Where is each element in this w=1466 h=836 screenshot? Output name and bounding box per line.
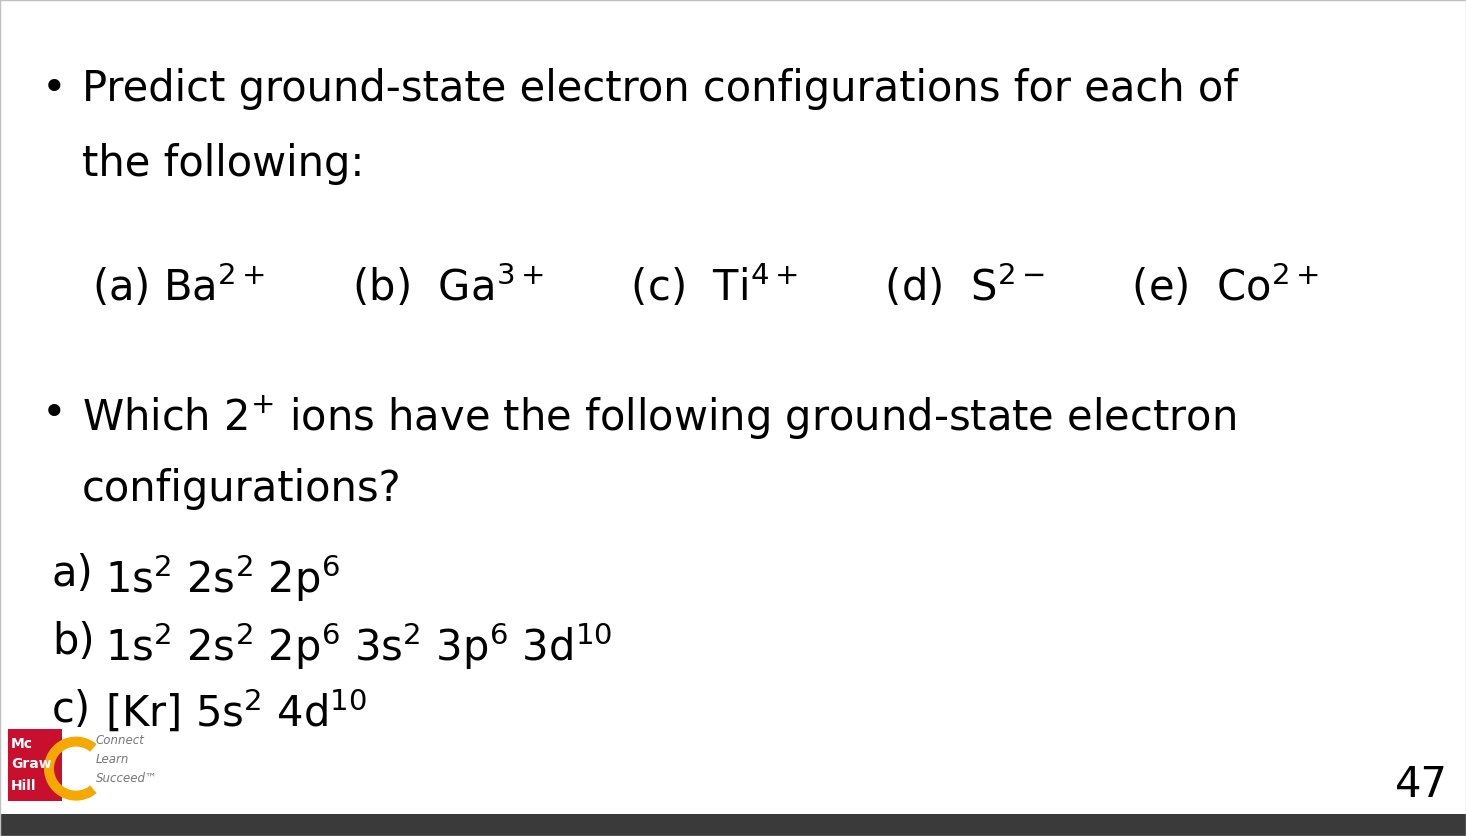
Text: the following:: the following: (82, 143, 365, 185)
Polygon shape (44, 737, 97, 801)
Text: a): a) (51, 553, 94, 595)
Text: 1s$^{2}$ 2s$^{2}$ 2p$^{6}$: 1s$^{2}$ 2s$^{2}$ 2p$^{6}$ (106, 553, 340, 604)
Text: (a) Ba$^{2+}$      (b)  Ga$^{3+}$      (c)  Ti$^{4+}$      (d)  S$^{2-}$      (e: (a) Ba$^{2+}$ (b) Ga$^{3+}$ (c) Ti$^{4+}… (92, 263, 1319, 310)
Text: Learn: Learn (95, 753, 129, 766)
Text: Hill: Hill (12, 779, 37, 793)
Text: Succeed™: Succeed™ (95, 772, 158, 785)
Bar (7, 729, 62, 801)
Text: configurations?: configurations? (82, 468, 402, 510)
Text: •: • (43, 393, 66, 435)
Text: 47: 47 (1396, 764, 1448, 806)
Text: [Kr] 5s$^{2}$ 4d$^{10}$: [Kr] 5s$^{2}$ 4d$^{10}$ (106, 689, 366, 736)
Bar (0, 814, 1466, 836)
Text: Mc: Mc (12, 737, 34, 751)
Text: b): b) (51, 621, 95, 663)
Text: c): c) (51, 689, 91, 731)
Text: Predict ground-state electron configurations for each of: Predict ground-state electron configurat… (82, 68, 1237, 110)
Text: Which 2$^{+}$ ions have the following ground-state electron: Which 2$^{+}$ ions have the following gr… (82, 393, 1236, 441)
Text: Graw: Graw (12, 757, 51, 771)
Text: •: • (43, 68, 66, 110)
Text: Connect: Connect (95, 734, 145, 747)
Text: 1s$^{2}$ 2s$^{2}$ 2p$^{6}$ 3s$^{2}$ 3p$^{6}$ 3d$^{10}$: 1s$^{2}$ 2s$^{2}$ 2p$^{6}$ 3s$^{2}$ 3p$^… (106, 621, 613, 672)
